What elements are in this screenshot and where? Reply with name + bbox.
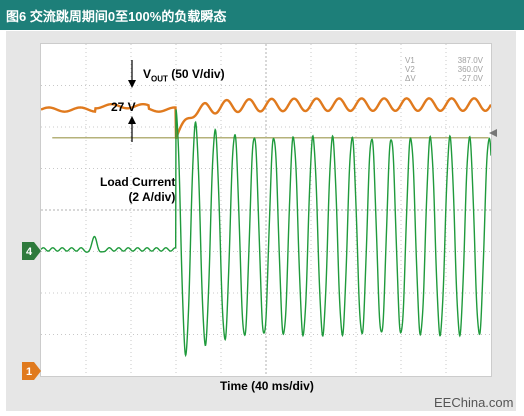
x-axis-label: Time (40 ms/div) (220, 379, 314, 393)
channel-1-marker: 1 (22, 362, 41, 380)
trigger-level-marker (489, 129, 497, 137)
load-current-label: Load Current (2 A/div) (100, 175, 176, 204)
channel-4-marker: 4 (22, 242, 41, 260)
vout-label: VOUT (50 V/div) (143, 67, 225, 84)
channel-1-text: 1 (26, 366, 32, 378)
figure-title: 图6 交流跳周期间0至100%的负载瞬态 (6, 9, 227, 24)
channel-4-text: 4 (26, 246, 33, 258)
figure-header: 图6 交流跳周期间0至100%的负载瞬态 (0, 0, 524, 30)
load-current-trace (41, 109, 491, 358)
scope-plot (41, 44, 491, 376)
delta-27v-label: 27 V (111, 100, 136, 114)
vout-trace (41, 97, 491, 140)
vout-arrows (128, 60, 136, 142)
oscilloscope-screen (40, 43, 492, 377)
cursor-readout: V1 387.0V V2 360.0V ΔV -27.0V (405, 56, 483, 83)
watermark: EEChina.com (434, 395, 514, 410)
